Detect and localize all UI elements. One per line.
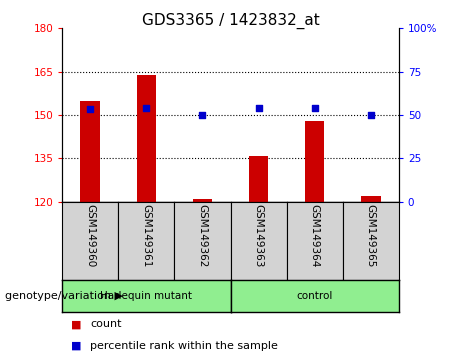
- Text: GSM149361: GSM149361: [142, 204, 151, 268]
- Text: GSM149362: GSM149362: [197, 204, 207, 268]
- Point: [142, 105, 150, 111]
- Point: [199, 112, 206, 118]
- Text: GSM149364: GSM149364: [310, 204, 319, 268]
- Text: count: count: [90, 319, 121, 329]
- Text: GDS3365 / 1423832_at: GDS3365 / 1423832_at: [142, 12, 319, 29]
- Point: [255, 105, 262, 111]
- Text: GSM149360: GSM149360: [85, 204, 95, 267]
- Text: control: control: [296, 291, 333, 301]
- Bar: [136, 75, 156, 202]
- Bar: [361, 196, 380, 202]
- Bar: [81, 101, 100, 202]
- Bar: [193, 199, 212, 202]
- Text: Harlequin mutant: Harlequin mutant: [100, 291, 192, 301]
- Bar: [305, 121, 325, 202]
- Text: ■: ■: [71, 319, 82, 329]
- Point: [311, 105, 318, 111]
- Text: GSM149363: GSM149363: [254, 204, 264, 268]
- Point: [367, 112, 374, 118]
- Bar: [249, 155, 268, 202]
- Text: GSM149365: GSM149365: [366, 204, 376, 268]
- Text: ■: ■: [71, 341, 82, 350]
- Point: [87, 107, 94, 112]
- Text: genotype/variation ▶: genotype/variation ▶: [5, 291, 123, 301]
- Text: percentile rank within the sample: percentile rank within the sample: [90, 341, 278, 350]
